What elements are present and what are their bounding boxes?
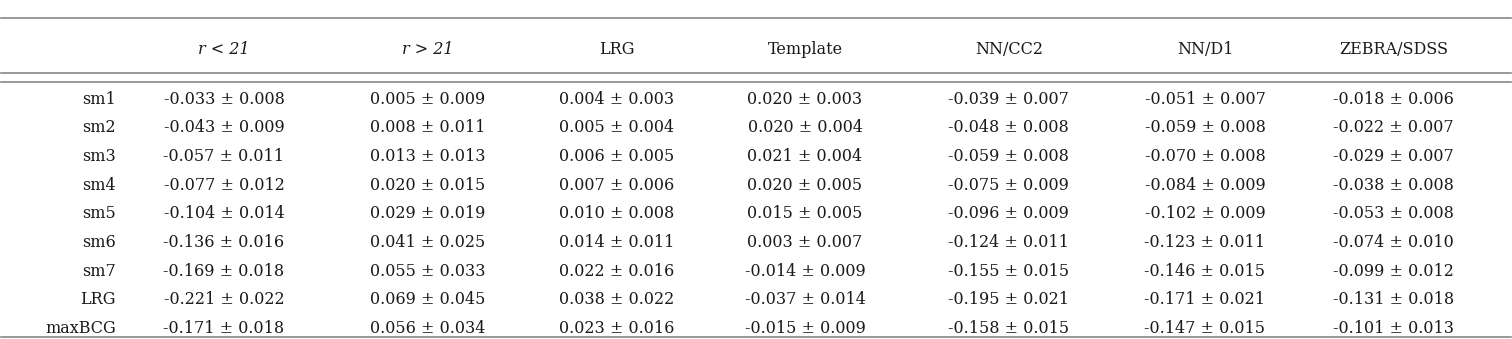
Text: -0.104 ± 0.014: -0.104 ± 0.014 xyxy=(163,205,284,222)
Text: -0.158 ± 0.015: -0.158 ± 0.015 xyxy=(948,320,1069,337)
Text: -0.195 ± 0.021: -0.195 ± 0.021 xyxy=(948,292,1069,308)
Text: 0.055 ± 0.033: 0.055 ± 0.033 xyxy=(370,263,485,280)
Text: -0.015 ± 0.009: -0.015 ± 0.009 xyxy=(744,320,865,337)
Text: -0.037 ± 0.014: -0.037 ± 0.014 xyxy=(744,292,865,308)
Text: -0.059 ± 0.008: -0.059 ± 0.008 xyxy=(948,148,1069,165)
Text: -0.057 ± 0.011: -0.057 ± 0.011 xyxy=(163,148,284,165)
Text: 0.020 ± 0.003: 0.020 ± 0.003 xyxy=(747,91,863,108)
Text: -0.053 ± 0.008: -0.053 ± 0.008 xyxy=(1334,205,1455,222)
Text: -0.014 ± 0.009: -0.014 ± 0.009 xyxy=(745,263,865,280)
Text: -0.059 ± 0.008: -0.059 ± 0.008 xyxy=(1145,119,1266,137)
Text: -0.155 ± 0.015: -0.155 ± 0.015 xyxy=(948,263,1069,280)
Text: Template: Template xyxy=(768,41,842,58)
Text: 0.020 ± 0.005: 0.020 ± 0.005 xyxy=(747,177,863,194)
Text: sm2: sm2 xyxy=(83,119,116,137)
Text: 0.008 ± 0.011: 0.008 ± 0.011 xyxy=(370,119,485,137)
Text: LRG: LRG xyxy=(599,41,634,58)
Text: r < 21: r < 21 xyxy=(198,41,249,58)
Text: -0.171 ± 0.018: -0.171 ± 0.018 xyxy=(163,320,284,337)
Text: 0.003 ± 0.007: 0.003 ± 0.007 xyxy=(747,234,863,251)
Text: -0.051 ± 0.007: -0.051 ± 0.007 xyxy=(1145,91,1266,108)
Text: -0.171 ± 0.021: -0.171 ± 0.021 xyxy=(1145,292,1266,308)
Text: -0.074 ± 0.010: -0.074 ± 0.010 xyxy=(1334,234,1455,251)
Text: -0.102 ± 0.009: -0.102 ± 0.009 xyxy=(1145,205,1266,222)
Text: -0.039 ± 0.007: -0.039 ± 0.007 xyxy=(948,91,1069,108)
Text: -0.018 ± 0.006: -0.018 ± 0.006 xyxy=(1334,91,1455,108)
Text: 0.020 ± 0.004: 0.020 ± 0.004 xyxy=(747,119,862,137)
Text: 0.007 ± 0.006: 0.007 ± 0.006 xyxy=(559,177,674,194)
Text: -0.147 ± 0.015: -0.147 ± 0.015 xyxy=(1145,320,1266,337)
Text: -0.221 ± 0.022: -0.221 ± 0.022 xyxy=(163,292,284,308)
Text: -0.146 ± 0.015: -0.146 ± 0.015 xyxy=(1145,263,1266,280)
Text: 0.014 ± 0.011: 0.014 ± 0.011 xyxy=(559,234,674,251)
Text: NN/D1: NN/D1 xyxy=(1176,41,1234,58)
Text: 0.038 ± 0.022: 0.038 ± 0.022 xyxy=(559,292,674,308)
Text: sm3: sm3 xyxy=(82,148,116,165)
Text: -0.033 ± 0.008: -0.033 ± 0.008 xyxy=(163,91,284,108)
Text: -0.169 ± 0.018: -0.169 ± 0.018 xyxy=(163,263,284,280)
Text: -0.136 ± 0.016: -0.136 ± 0.016 xyxy=(163,234,284,251)
Text: r > 21: r > 21 xyxy=(402,41,454,58)
Text: -0.070 ± 0.008: -0.070 ± 0.008 xyxy=(1145,148,1266,165)
Text: -0.123 ± 0.011: -0.123 ± 0.011 xyxy=(1145,234,1266,251)
Text: -0.099 ± 0.012: -0.099 ± 0.012 xyxy=(1334,263,1455,280)
Text: -0.101 ± 0.013: -0.101 ± 0.013 xyxy=(1334,320,1455,337)
Text: -0.048 ± 0.008: -0.048 ± 0.008 xyxy=(948,119,1069,137)
Text: sm1: sm1 xyxy=(82,91,116,108)
Text: 0.020 ± 0.015: 0.020 ± 0.015 xyxy=(370,177,485,194)
Text: 0.005 ± 0.004: 0.005 ± 0.004 xyxy=(559,119,674,137)
Text: 0.069 ± 0.045: 0.069 ± 0.045 xyxy=(370,292,485,308)
Text: 0.006 ± 0.005: 0.006 ± 0.005 xyxy=(559,148,674,165)
Text: sm4: sm4 xyxy=(83,177,116,194)
Text: -0.131 ± 0.018: -0.131 ± 0.018 xyxy=(1334,292,1455,308)
Text: 0.013 ± 0.013: 0.013 ± 0.013 xyxy=(370,148,485,165)
Text: NN/CC2: NN/CC2 xyxy=(975,41,1043,58)
Text: -0.077 ± 0.012: -0.077 ± 0.012 xyxy=(163,177,284,194)
Text: 0.041 ± 0.025: 0.041 ± 0.025 xyxy=(370,234,485,251)
Text: sm7: sm7 xyxy=(82,263,116,280)
Text: 0.021 ± 0.004: 0.021 ± 0.004 xyxy=(747,148,863,165)
Text: 0.010 ± 0.008: 0.010 ± 0.008 xyxy=(559,205,674,222)
Text: maxBCG: maxBCG xyxy=(45,320,116,337)
Text: -0.043 ± 0.009: -0.043 ± 0.009 xyxy=(163,119,284,137)
Text: -0.096 ± 0.009: -0.096 ± 0.009 xyxy=(948,205,1069,222)
Text: sm6: sm6 xyxy=(82,234,116,251)
Text: -0.075 ± 0.009: -0.075 ± 0.009 xyxy=(948,177,1069,194)
Text: 0.004 ± 0.003: 0.004 ± 0.003 xyxy=(559,91,674,108)
Text: -0.124 ± 0.011: -0.124 ± 0.011 xyxy=(948,234,1069,251)
Text: 0.056 ± 0.034: 0.056 ± 0.034 xyxy=(370,320,485,337)
Text: 0.005 ± 0.009: 0.005 ± 0.009 xyxy=(370,91,485,108)
Text: ZEBRA/SDSS: ZEBRA/SDSS xyxy=(1340,41,1448,58)
Text: 0.015 ± 0.005: 0.015 ± 0.005 xyxy=(747,205,863,222)
Text: 0.029 ± 0.019: 0.029 ± 0.019 xyxy=(370,205,485,222)
Text: 0.023 ± 0.016: 0.023 ± 0.016 xyxy=(559,320,674,337)
Text: 0.022 ± 0.016: 0.022 ± 0.016 xyxy=(559,263,674,280)
Text: -0.038 ± 0.008: -0.038 ± 0.008 xyxy=(1334,177,1455,194)
Text: sm5: sm5 xyxy=(82,205,116,222)
Text: -0.029 ± 0.007: -0.029 ± 0.007 xyxy=(1334,148,1455,165)
Text: LRG: LRG xyxy=(80,292,116,308)
Text: -0.084 ± 0.009: -0.084 ± 0.009 xyxy=(1145,177,1266,194)
Text: -0.022 ± 0.007: -0.022 ± 0.007 xyxy=(1334,119,1455,137)
